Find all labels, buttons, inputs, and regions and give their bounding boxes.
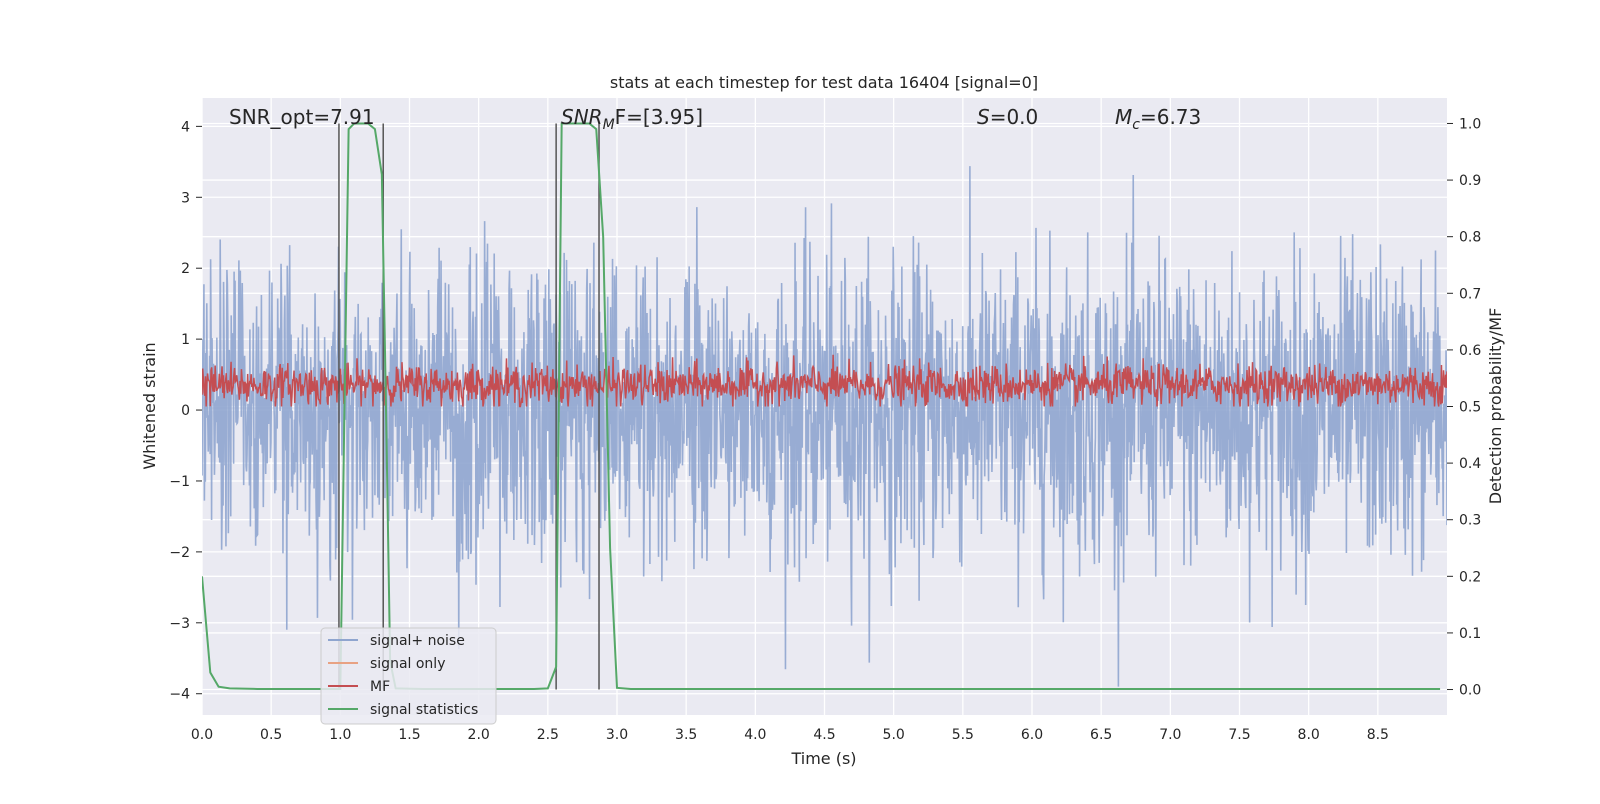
x-tick-label: 5.0	[883, 727, 905, 743]
y-tick-label-right: 0.4	[1459, 456, 1481, 472]
x-tick-label: 4.0	[744, 727, 766, 743]
x-tick-label: 7.5	[1228, 727, 1250, 743]
legend: signal+ noise signal only MF signal stat…	[320, 627, 497, 725]
legend-label-mf: MF	[370, 679, 390, 695]
x-tick-label: 3.0	[606, 727, 628, 743]
x-axis-label: Time (s)	[790, 749, 856, 768]
y-tick-label-left: 3	[181, 190, 190, 206]
y-tick-label-left: −1	[169, 474, 190, 490]
x-tick-label: 2.0	[468, 727, 490, 743]
legend-label-signal-only: signal only	[370, 656, 445, 672]
x-tick-label: 2.5	[537, 727, 559, 743]
y-tick-label-right: 0.2	[1459, 569, 1481, 585]
series-signal-noise	[202, 166, 1447, 687]
y-tick-label-right: 1.0	[1459, 116, 1481, 132]
x-tick-label: 5.5	[952, 727, 974, 743]
y-axis-label-left: Whitened strain	[140, 342, 159, 469]
annotation-s-label: S	[977, 105, 990, 129]
x-tick-label: 1.0	[329, 727, 351, 743]
legend-box	[320, 627, 497, 725]
x-tick-label: 3.5	[675, 727, 697, 743]
chart-title: stats at each timestep for test data 164…	[610, 73, 1038, 92]
ticks: 0.0 0.5 1.0 1.5 2.0 2.5 3.0 3.5 4.0 4.5 5.0 5.5 6.0 6…	[169, 116, 1481, 743]
y-tick-label-right: 0.0	[1459, 683, 1481, 699]
annotation-snr-mf-main: SNR	[561, 105, 603, 129]
y-tick-label-left: 4	[181, 119, 190, 135]
y-tick-label-left: −3	[169, 616, 190, 632]
x-tick-label: 6.5	[1090, 727, 1112, 743]
annotation-mc-sub: c	[1132, 117, 1140, 133]
annotation-s: S=0.0	[977, 105, 1038, 129]
x-tick-label: 4.5	[813, 727, 835, 743]
y-tick-label-right: 0.6	[1459, 343, 1481, 359]
y-tick-label-right: 0.9	[1459, 173, 1481, 189]
annotation-snr-mf-rest: F=[3.95]	[615, 105, 703, 129]
y-tick-label-left: −4	[169, 687, 190, 703]
y-tick-label-right: 0.8	[1459, 230, 1481, 246]
x-tick-label: 0.5	[260, 727, 282, 743]
x-tick-label: 6.0	[1021, 727, 1043, 743]
annotation-snr-opt: SNR_opt=7.91	[229, 105, 375, 129]
x-tick-label: 8.0	[1298, 727, 1320, 743]
annotation-mc-main: M	[1115, 105, 1132, 129]
y-tick-label-left: 1	[181, 332, 190, 348]
series-mf	[202, 354, 1447, 408]
annotation-snr-mf-sub: M	[603, 117, 615, 133]
x-tick-label: 0.0	[191, 727, 213, 743]
x-tick-label: 8.5	[1367, 727, 1389, 743]
annotation-s-value: =0.0	[990, 105, 1039, 129]
y-tick-label-right: 0.1	[1459, 626, 1481, 642]
y-tick-label-right: 0.7	[1459, 286, 1481, 302]
legend-label-signal-noise: signal+ noise	[370, 633, 465, 649]
annotation-mc: Mc=6.73	[1115, 105, 1201, 133]
y-axis-label-right: Detection probability/MF	[1486, 308, 1505, 505]
x-tick-label: 1.5	[398, 727, 420, 743]
legend-label-signal-statistics: signal statistics	[370, 702, 478, 718]
annotation-snr-mf: SNRMF=[3.95]	[561, 105, 703, 133]
y-tick-label-left: 0	[181, 403, 190, 419]
y-tick-label-left: −2	[169, 545, 190, 561]
annotation-mc-value: =6.73	[1140, 105, 1201, 129]
x-tick-label: 7.0	[1159, 727, 1181, 743]
y-tick-label-right: 0.5	[1459, 400, 1481, 416]
y-tick-label-right: 0.3	[1459, 513, 1481, 529]
y-tick-label-left: 2	[181, 261, 190, 277]
